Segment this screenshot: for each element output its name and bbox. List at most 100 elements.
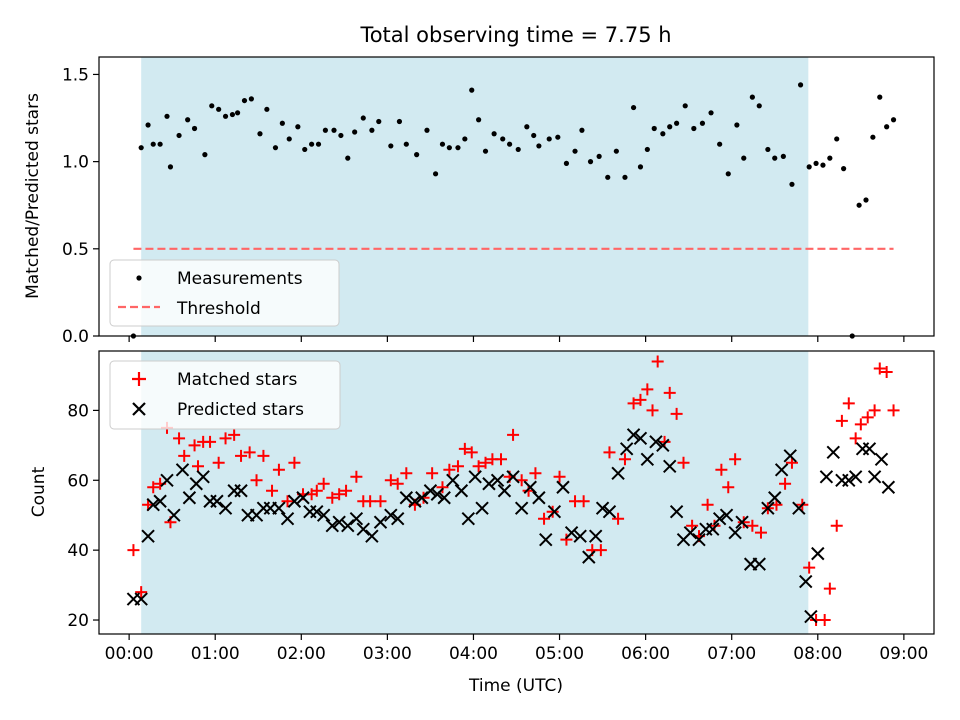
- measurements-point: [158, 142, 163, 147]
- measurements-point: [257, 131, 262, 136]
- measurements-point: [789, 182, 794, 187]
- measurements-point: [168, 164, 173, 169]
- measurements-point: [462, 136, 467, 141]
- measurements-point: [216, 107, 221, 112]
- measurements-point: [295, 124, 300, 129]
- measurements-point: [440, 142, 445, 147]
- x-tick-label: 00:00: [105, 644, 154, 664]
- measurements-point: [388, 143, 393, 148]
- measurements-point: [331, 128, 336, 133]
- measurements-point: [280, 121, 285, 126]
- predicted-stars-point: [827, 446, 839, 458]
- count-panel: 20 40 60 80 00:00 01:00 02:00 03:00 04:00 05:00 06…: [29, 351, 934, 696]
- measurements-point: [309, 142, 314, 147]
- measurements-point: [798, 82, 803, 87]
- measurements-point: [192, 126, 197, 131]
- measurements-point: [597, 154, 602, 159]
- measurements-point: [605, 175, 610, 180]
- measurements-point: [564, 161, 569, 166]
- measurements-point: [588, 159, 593, 164]
- measurements-point: [433, 171, 438, 176]
- measurements-point: [492, 131, 497, 136]
- measurements-point: [827, 156, 832, 161]
- measurements-point: [500, 136, 505, 141]
- measurements-point: [765, 147, 770, 152]
- measurements-point: [717, 142, 722, 147]
- measurements-point: [857, 203, 862, 208]
- measurements-point: [469, 88, 474, 93]
- measurements-point: [242, 98, 247, 103]
- legend-label-measurements: Measurements: [177, 269, 303, 289]
- matched-stars-point: [869, 404, 881, 416]
- x-tick-label: 03:00: [363, 644, 412, 664]
- measurements-point: [700, 121, 705, 126]
- measurements-point: [209, 103, 214, 108]
- measurements-point: [757, 103, 762, 108]
- measurements-point: [631, 105, 636, 110]
- x-tick-label: 05:00: [535, 644, 584, 664]
- y-tick-label: 40: [67, 541, 89, 561]
- measurements-point: [660, 131, 665, 136]
- measurements-point: [414, 152, 419, 157]
- matched-stars-point: [127, 544, 139, 556]
- measurements-point: [145, 122, 150, 127]
- measurements-point: [151, 142, 156, 147]
- predicted-stars-point: [863, 443, 875, 455]
- measurements-point: [235, 110, 240, 115]
- predicted-stars-point: [882, 481, 894, 493]
- measurements-point: [273, 145, 278, 150]
- measurements-point: [772, 156, 777, 161]
- measurements-point: [323, 128, 328, 133]
- measurements-point: [361, 115, 366, 120]
- matched-stars-point: [819, 614, 831, 626]
- measurements-point: [424, 128, 429, 133]
- measurements-point: [841, 166, 846, 171]
- x-axis-label: Time (UTC): [468, 676, 563, 696]
- measurements-point: [572, 149, 577, 154]
- x-tick-label: 04:00: [449, 644, 498, 664]
- count-legend: Matched stars Predicted stars: [110, 361, 340, 429]
- matched-stars-point: [824, 583, 836, 595]
- x-tick-label: 08:00: [793, 644, 842, 664]
- y-tick-label: 1.5: [62, 65, 89, 85]
- measurements-point: [164, 114, 169, 119]
- matched-stars-point: [831, 520, 843, 532]
- measurements-point: [302, 147, 307, 152]
- measurements-point: [316, 142, 321, 147]
- measurements-point: [230, 112, 235, 117]
- measurements-point: [820, 163, 825, 168]
- measurements-point: [397, 119, 402, 124]
- measurements-point: [750, 95, 755, 100]
- predicted-stars-point: [812, 548, 824, 560]
- measurements-point: [404, 142, 409, 147]
- x-tick-label: 06:00: [621, 644, 670, 664]
- measurements-point: [483, 149, 488, 154]
- measurements-point: [376, 119, 381, 124]
- matched-stars-point: [843, 397, 855, 409]
- measurements-point: [579, 128, 584, 133]
- matched-stars-point: [855, 418, 867, 430]
- matched-stars-point: [862, 411, 874, 423]
- measurements-point: [185, 117, 190, 122]
- measurements-point: [536, 143, 541, 148]
- measurements-point: [614, 149, 619, 154]
- measurements-point: [202, 152, 207, 157]
- measurements-point: [674, 121, 679, 126]
- measurements-point: [352, 129, 357, 134]
- y-tick-label: 20: [67, 611, 89, 631]
- measurements-point: [726, 171, 731, 176]
- measurements-point: [287, 136, 292, 141]
- ratio-legend: Measurements Threshold: [110, 260, 339, 326]
- measurements-point: [891, 117, 896, 122]
- measurements-point: [455, 145, 460, 150]
- predicted-stars-point: [836, 474, 848, 486]
- measurements-point: [870, 135, 875, 140]
- y-tick-label: 0.5: [62, 240, 89, 260]
- measurements-point: [547, 136, 552, 141]
- measurements-point: [884, 124, 889, 129]
- measurements-point: [531, 133, 536, 138]
- measurements-point: [741, 156, 746, 161]
- measurements-point: [813, 161, 818, 166]
- measurements-point: [516, 147, 521, 152]
